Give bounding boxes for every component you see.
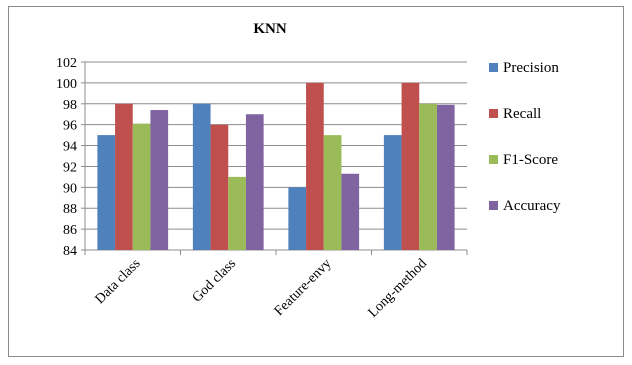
bar-recall [306, 82, 324, 250]
bar-accuracy [436, 104, 455, 250]
bar-precision [383, 135, 402, 250]
chart-title: KNN [253, 21, 287, 37]
x-tick-labels: Data class God class Feature-envy Long-meth… [93, 256, 431, 321]
bar-precision [97, 135, 116, 250]
y-tick-label: 94 [63, 140, 77, 155]
y-tick-label: 92 [63, 160, 77, 175]
legend: Precision Recall F1-Score Accuracy [489, 60, 561, 214]
legend-swatch [489, 109, 498, 118]
legend-swatch [489, 63, 498, 72]
y-tick-label: 100 [56, 77, 77, 92]
bar-recall [210, 124, 229, 250]
bar-accuracy [150, 110, 169, 251]
bar-accuracy [341, 173, 360, 250]
x-tick-label: Data class [93, 256, 144, 307]
bars [97, 82, 455, 251]
bar-recall [115, 103, 133, 251]
y-tick-labels: 84 86 88 90 92 94 96 98 100 102 [56, 56, 77, 259]
y-tick-label: 96 [63, 119, 77, 134]
legend-label: Accuracy [503, 198, 561, 214]
bar-f1-score [132, 123, 151, 250]
y-tick-label: 86 [63, 223, 77, 238]
y-tick-label: 102 [56, 56, 77, 71]
x-tick-label: Feature-envy [272, 256, 335, 319]
y-tick-label: 90 [63, 181, 77, 196]
y-tick-label: 84 [63, 244, 77, 259]
x-tick-label: Long-method [366, 256, 431, 321]
bar-f1-score [419, 103, 437, 251]
bar-precision [192, 103, 211, 251]
bar-precision [288, 187, 307, 250]
legend-label: Recall [503, 106, 541, 122]
bar-f1-score [228, 176, 246, 250]
legend-swatch [489, 155, 498, 164]
bar-f1-score [323, 135, 342, 250]
bar-recall [401, 82, 420, 250]
y-tick-label: 88 [63, 202, 77, 217]
legend-label: F1-Score [503, 152, 558, 168]
y-tick-label: 98 [63, 98, 77, 113]
legend-label: Precision [503, 60, 559, 76]
x-tick-label: God class [190, 256, 239, 305]
chart-frame [8, 6, 624, 357]
legend-swatch [489, 201, 498, 210]
bar-accuracy [245, 114, 264, 250]
